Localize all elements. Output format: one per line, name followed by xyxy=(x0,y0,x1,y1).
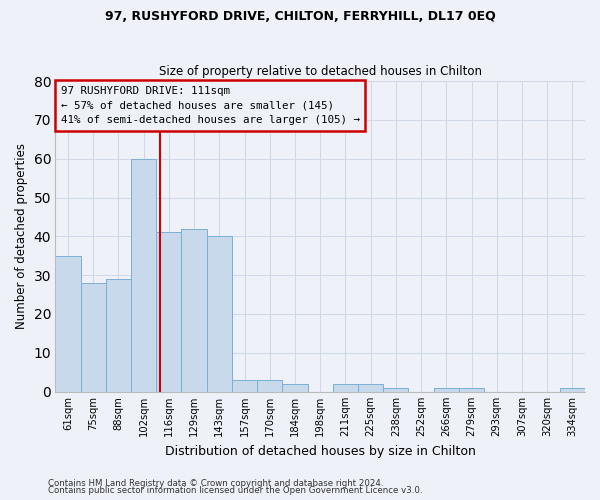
Bar xyxy=(257,380,283,392)
Bar xyxy=(383,388,409,392)
Bar xyxy=(333,384,358,392)
Bar xyxy=(156,232,181,392)
Text: Contains public sector information licensed under the Open Government Licence v3: Contains public sector information licen… xyxy=(48,486,422,495)
Bar xyxy=(459,388,484,392)
Bar xyxy=(80,283,106,392)
Y-axis label: Number of detached properties: Number of detached properties xyxy=(15,144,28,330)
Text: 97 RUSHYFORD DRIVE: 111sqm
← 57% of detached houses are smaller (145)
41% of sem: 97 RUSHYFORD DRIVE: 111sqm ← 57% of deta… xyxy=(61,86,359,126)
Bar xyxy=(55,256,80,392)
Bar xyxy=(206,236,232,392)
X-axis label: Distribution of detached houses by size in Chilton: Distribution of detached houses by size … xyxy=(165,444,476,458)
Bar xyxy=(232,380,257,392)
Text: Contains HM Land Registry data © Crown copyright and database right 2024.: Contains HM Land Registry data © Crown c… xyxy=(48,478,383,488)
Bar xyxy=(434,388,459,392)
Bar xyxy=(106,279,131,392)
Bar xyxy=(358,384,383,392)
Bar xyxy=(283,384,308,392)
Text: 97, RUSHYFORD DRIVE, CHILTON, FERRYHILL, DL17 0EQ: 97, RUSHYFORD DRIVE, CHILTON, FERRYHILL,… xyxy=(104,10,496,23)
Bar xyxy=(181,228,206,392)
Bar xyxy=(560,388,585,392)
Bar xyxy=(131,158,156,392)
Title: Size of property relative to detached houses in Chilton: Size of property relative to detached ho… xyxy=(158,66,482,78)
